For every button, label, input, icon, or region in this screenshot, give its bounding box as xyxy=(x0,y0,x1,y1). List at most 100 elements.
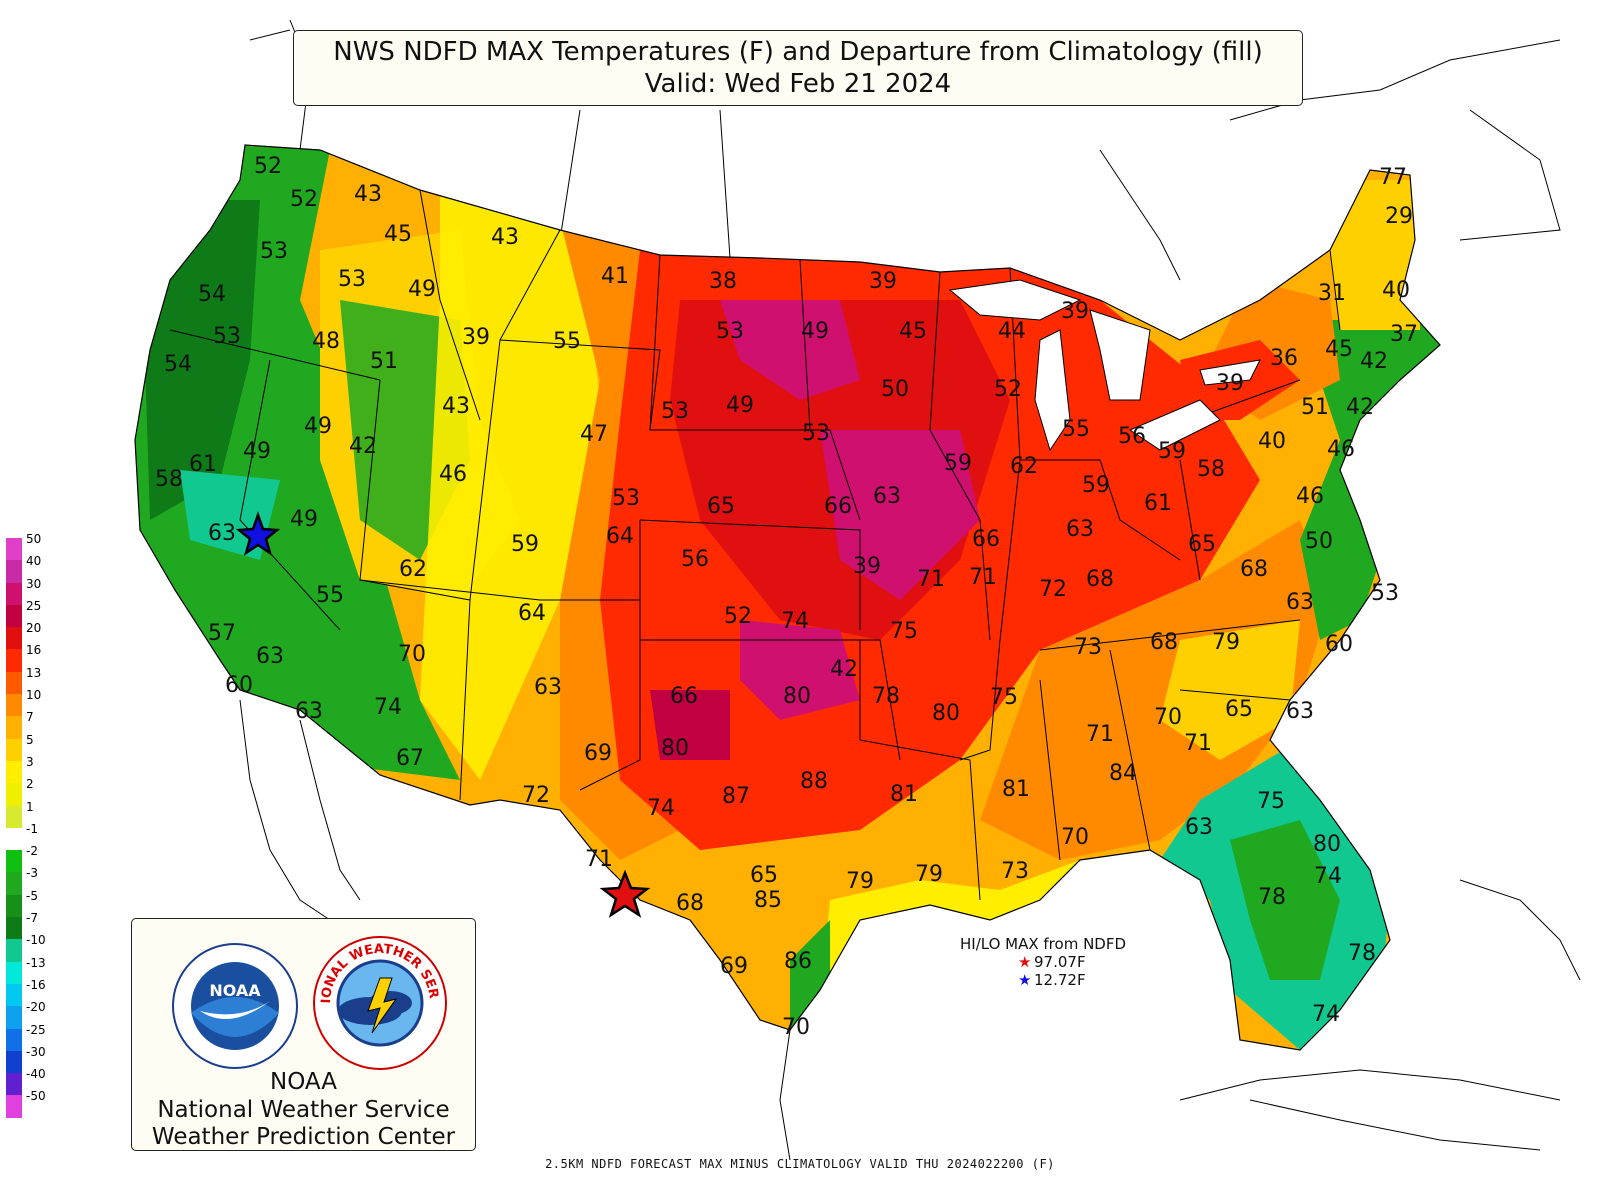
temperature-label: 85 xyxy=(754,888,782,913)
temperature-label: 64 xyxy=(518,601,546,626)
temperature-label: 49 xyxy=(726,393,754,418)
logo-wpc-text: Weather Prediction Center xyxy=(151,1124,456,1150)
legend-swatch xyxy=(6,850,22,873)
temperature-label: 48 xyxy=(312,329,340,354)
legend-label: 13 xyxy=(26,665,42,680)
legend-row: 7 xyxy=(6,710,66,739)
hi-max-star xyxy=(599,869,651,918)
temperature-label: 86 xyxy=(784,949,812,974)
logo-noaa-text: NOAA xyxy=(269,1069,337,1095)
legend-row: 1 xyxy=(6,800,66,828)
temperature-label: 67 xyxy=(396,746,424,771)
legend-label: 16 xyxy=(26,643,42,658)
temperature-label: 56 xyxy=(681,547,709,572)
legend-row: 20 xyxy=(6,621,66,650)
temperature-label: 52 xyxy=(254,154,282,179)
temperature-label: 42 xyxy=(1360,349,1388,374)
legend-label: 40 xyxy=(26,554,42,569)
legend-row: 40 xyxy=(6,554,66,583)
legend-row: -30 xyxy=(6,1045,66,1074)
temperature-label: 79 xyxy=(915,862,943,887)
color-legend: 50 40 30 25 20 16 13 10 7 5 3 2 1 -1 -2 -3 -5 -7 -10 -13 -16… xyxy=(6,532,66,1118)
temperature-label: 68 xyxy=(1240,557,1268,582)
legend-row: -50 xyxy=(6,1089,66,1118)
legend-label: 20 xyxy=(26,621,42,636)
temperature-label: 46 xyxy=(1296,484,1324,509)
legend-swatch xyxy=(6,1073,22,1096)
temperature-label: 39 xyxy=(1216,371,1244,396)
temperature-label: 52 xyxy=(290,187,318,212)
legend-swatch xyxy=(6,582,22,605)
legend-swatch xyxy=(6,939,22,962)
temperature-label: 80 xyxy=(661,736,689,761)
legend-swatch xyxy=(6,716,22,739)
legend-row: 5 xyxy=(6,733,66,761)
logo-nws-text: National Weather Service xyxy=(157,1097,450,1123)
legend-row: -7 xyxy=(6,911,66,940)
title-line-1: NWS NDFD MAX Temperatures (F) and Depart… xyxy=(333,37,1263,67)
temperature-label: 69 xyxy=(584,741,612,766)
temperature-label: 61 xyxy=(1144,491,1172,516)
temperature-label: 71 xyxy=(969,565,997,590)
legend-swatch xyxy=(6,671,22,695)
temperature-label: 39 xyxy=(462,325,490,350)
hilo-hi-value: 97.07F xyxy=(1034,953,1086,971)
legend-label: -40 xyxy=(26,1067,46,1082)
state-boundaries xyxy=(134,144,1441,1051)
legend-label: -30 xyxy=(26,1044,46,1059)
legend-row: -40 xyxy=(6,1067,66,1096)
legend-row: 16 xyxy=(6,643,66,672)
legend-swatch xyxy=(6,604,22,628)
temperature-label: 49 xyxy=(408,277,436,302)
temperature-label: 84 xyxy=(1109,761,1137,786)
temperature-label: 66 xyxy=(824,494,852,519)
temperature-label: 63 xyxy=(1185,815,1213,840)
temperature-label: 70 xyxy=(1154,705,1182,730)
svg-text:NOAA: NOAA xyxy=(209,981,261,1000)
legend-swatch xyxy=(6,560,22,583)
legend-swatch xyxy=(6,961,22,984)
temperature-label: 50 xyxy=(1305,529,1333,554)
temperature-label: 56 xyxy=(1118,424,1146,449)
temperature-label: 63 xyxy=(1066,517,1094,542)
temperature-label: 45 xyxy=(1325,337,1353,362)
legend-swatch xyxy=(6,872,22,895)
legend-label: -13 xyxy=(26,955,46,970)
temperature-label: 71 xyxy=(585,847,613,872)
legend-label: -16 xyxy=(26,977,46,992)
temperature-label: 31 xyxy=(1318,281,1346,306)
temperature-label: 68 xyxy=(676,891,704,916)
temperature-label: 68 xyxy=(1150,630,1178,655)
temperature-label: 78 xyxy=(1258,885,1286,910)
temperature-label: 70 xyxy=(398,642,426,667)
temperature-label: 52 xyxy=(994,377,1022,402)
temperature-label: 63 xyxy=(1286,699,1314,724)
temperature-label: 63 xyxy=(295,699,323,724)
temperature-label: 62 xyxy=(1010,454,1038,479)
temperature-label: 42 xyxy=(1346,395,1374,420)
legend-swatch xyxy=(6,983,22,1007)
temperature-label: 71 xyxy=(917,567,945,592)
temperature-label: 58 xyxy=(1197,457,1225,482)
legend-row: -2 xyxy=(6,844,66,873)
temperature-label: 55 xyxy=(553,329,581,354)
temperature-label: 74 xyxy=(1312,1002,1340,1027)
temperature-label: 41 xyxy=(601,264,629,289)
temperature-label: 59 xyxy=(1158,439,1186,464)
temperature-label: 39 xyxy=(853,554,881,579)
temperature-label: 63 xyxy=(1286,590,1314,615)
temperature-label: 38 xyxy=(709,269,737,294)
temperature-label: 51 xyxy=(1301,395,1329,420)
temperature-label: 64 xyxy=(606,524,634,549)
temperature-label: 74 xyxy=(1314,864,1342,889)
temperature-label: 46 xyxy=(1327,437,1355,462)
temperature-label: 66 xyxy=(972,527,1000,552)
temperature-label: 65 xyxy=(1225,697,1253,722)
temperature-label: 39 xyxy=(1061,299,1089,324)
temperature-label: 49 xyxy=(290,507,318,532)
temperature-label: 61 xyxy=(189,452,217,477)
temperature-label: 81 xyxy=(890,782,918,807)
title-line-2: Valid: Wed Feb 21 2024 xyxy=(644,69,952,99)
temperature-label: 40 xyxy=(1382,278,1410,303)
legend-swatch xyxy=(6,1095,22,1118)
